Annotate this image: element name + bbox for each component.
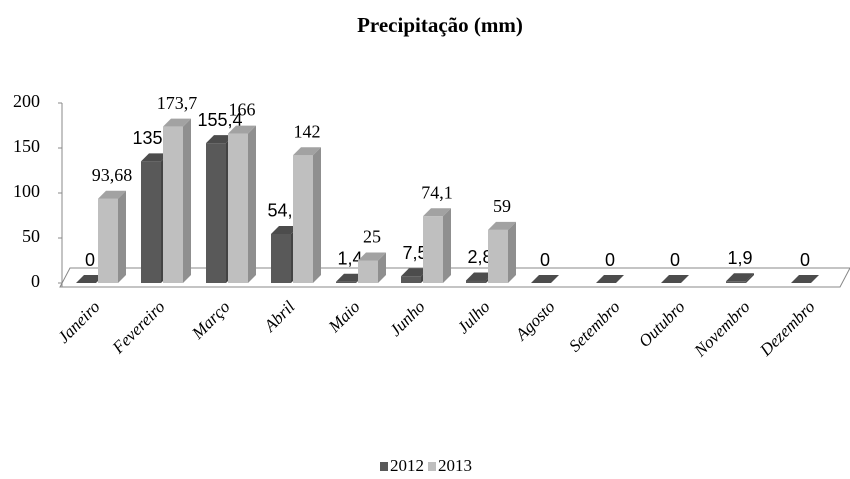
bar-top	[271, 225, 299, 234]
bar	[98, 190, 126, 283]
bar-top	[531, 275, 559, 283]
data-label: 0	[670, 250, 680, 270]
data-label: 142	[294, 121, 321, 141]
data-label: 0	[800, 250, 810, 270]
x-tick-label: Maio	[324, 297, 364, 337]
data-label: 155,4	[197, 110, 242, 130]
bar-top	[791, 275, 819, 283]
bar-top	[76, 275, 104, 283]
bar-front	[488, 229, 508, 283]
y-tick-label: 0	[31, 271, 40, 291]
bar-front	[423, 216, 443, 283]
x-tick-label: Setembro	[565, 297, 623, 355]
bar	[423, 208, 451, 283]
bar-front	[401, 276, 421, 283]
legend-swatch	[380, 462, 388, 471]
y-tick-label: 150	[13, 136, 40, 156]
data-label: 166	[229, 100, 256, 120]
bar	[661, 275, 689, 283]
bar-top	[661, 275, 689, 283]
data-label: 7,5	[402, 243, 427, 263]
bar-side	[118, 190, 126, 283]
bar-front	[141, 161, 161, 283]
data-label: 74,1	[421, 182, 453, 202]
bar-top	[466, 272, 494, 281]
x-tick-label: Março	[187, 297, 233, 343]
x-tick-label: Julho	[453, 297, 493, 337]
x-tick-label: Agosto	[511, 297, 559, 345]
x-tick-label: Novembro	[690, 297, 754, 361]
bar	[726, 273, 754, 283]
bar-front	[726, 281, 746, 283]
bar-top	[98, 190, 126, 199]
bar-top	[293, 147, 321, 156]
data-label: 2,8	[467, 247, 492, 267]
bar-front	[228, 133, 248, 283]
bar-side	[313, 147, 321, 283]
bar	[488, 221, 516, 283]
bar-front	[336, 281, 356, 283]
legend-label: 2013	[438, 456, 472, 475]
y-tick-label: 100	[13, 181, 40, 201]
bar-top	[596, 275, 624, 283]
data-label: 1,9	[727, 248, 752, 268]
bar-top	[488, 221, 516, 230]
bar-top	[163, 118, 191, 127]
floor	[59, 267, 850, 288]
bar	[596, 275, 624, 283]
bar-front	[293, 155, 313, 283]
x-tick-label: Janeiro	[54, 297, 104, 347]
bar	[531, 275, 559, 283]
x-tick-label: Fevereiro	[108, 297, 169, 358]
bar-side	[443, 208, 451, 283]
bar-front	[466, 280, 486, 283]
bar-top	[401, 268, 429, 277]
chart-title: Precipitação (mm)	[357, 13, 523, 37]
y-tick-label: 200	[13, 91, 40, 111]
data-label: 0	[85, 250, 95, 270]
x-tick-label: Dezembro	[755, 297, 818, 360]
x-tick-label: Outubro	[635, 297, 689, 351]
bar-front	[271, 233, 291, 283]
data-label: 93,68	[92, 165, 133, 185]
bar	[76, 275, 104, 283]
bar-top	[336, 273, 364, 282]
bar-side	[248, 125, 256, 283]
bar-front	[98, 198, 118, 283]
bar	[791, 275, 819, 283]
bar-top	[228, 125, 256, 134]
bar-top	[358, 252, 386, 261]
bar-side	[508, 221, 516, 283]
bar-side	[746, 273, 754, 283]
legend-swatch	[428, 462, 436, 471]
y-tick-label: 50	[22, 226, 40, 246]
data-label: 59	[493, 196, 511, 216]
x-tick-label: Abril	[260, 297, 299, 336]
bar	[228, 125, 256, 283]
bar-side	[378, 252, 386, 283]
data-label: 173,7	[157, 93, 198, 113]
data-label: 0	[540, 250, 550, 270]
bar-side	[183, 118, 191, 283]
bar	[358, 252, 386, 283]
bar-top	[726, 273, 754, 282]
bar-top	[141, 153, 169, 162]
bar-front	[358, 260, 378, 283]
bar	[293, 147, 321, 283]
data-label: 25	[363, 227, 381, 247]
x-tick-label: Junho	[386, 297, 429, 340]
data-label: 1,4	[337, 248, 362, 268]
bar	[163, 118, 191, 283]
bar-front	[163, 126, 183, 283]
legend-label: 2012	[390, 456, 424, 475]
bar-top	[206, 135, 234, 144]
bar-front	[206, 143, 226, 283]
bar-top	[423, 208, 451, 217]
data-label: 0	[605, 250, 615, 270]
